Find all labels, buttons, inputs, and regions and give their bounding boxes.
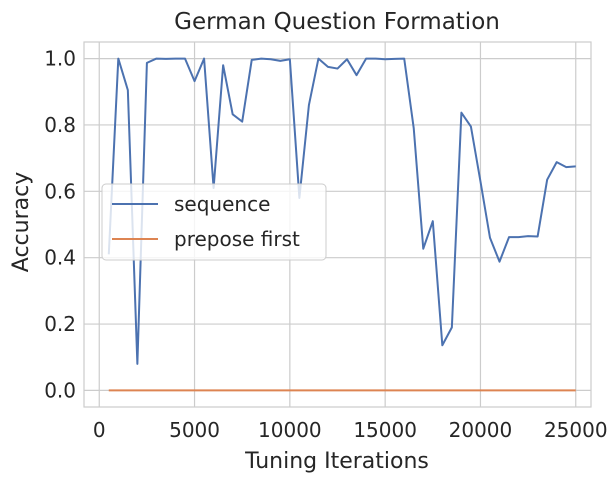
x-tick-label: 0 bbox=[93, 418, 106, 442]
legend: sequence prepose first bbox=[101, 183, 327, 261]
series-sequence bbox=[107, 57, 576, 365]
series-line bbox=[107, 57, 576, 365]
y-tick-label: 0.6 bbox=[44, 179, 76, 203]
x-axis-label: Tuning Iterations bbox=[244, 449, 429, 474]
x-tick-label: 20000 bbox=[449, 418, 513, 442]
x-tick-labels: 0 5000 10000 15000 20000 25000 bbox=[93, 418, 608, 442]
x-tick-label: 25000 bbox=[544, 418, 608, 442]
legend-label: sequence bbox=[174, 192, 270, 216]
x-tick-label: 10000 bbox=[258, 418, 322, 442]
x-tick-label: 5000 bbox=[169, 418, 220, 442]
series-layer bbox=[107, 57, 576, 392]
plot-frame bbox=[83, 41, 592, 408]
y-axis-label: Accuracy bbox=[9, 172, 34, 272]
chart-title: German Question Formation bbox=[174, 9, 500, 35]
y-tick-labels: 0.0 0.2 0.4 0.6 0.8 1.0 bbox=[44, 47, 76, 403]
x-tick-label: 15000 bbox=[353, 418, 417, 442]
y-tick-label: 0.0 bbox=[44, 378, 76, 402]
legend-label: prepose first bbox=[174, 227, 300, 251]
y-tick-label: 0.2 bbox=[44, 312, 76, 336]
y-tick-label: 0.4 bbox=[44, 246, 76, 270]
y-tick-label: 0.8 bbox=[44, 113, 76, 137]
y-tick-label: 1.0 bbox=[44, 47, 76, 71]
